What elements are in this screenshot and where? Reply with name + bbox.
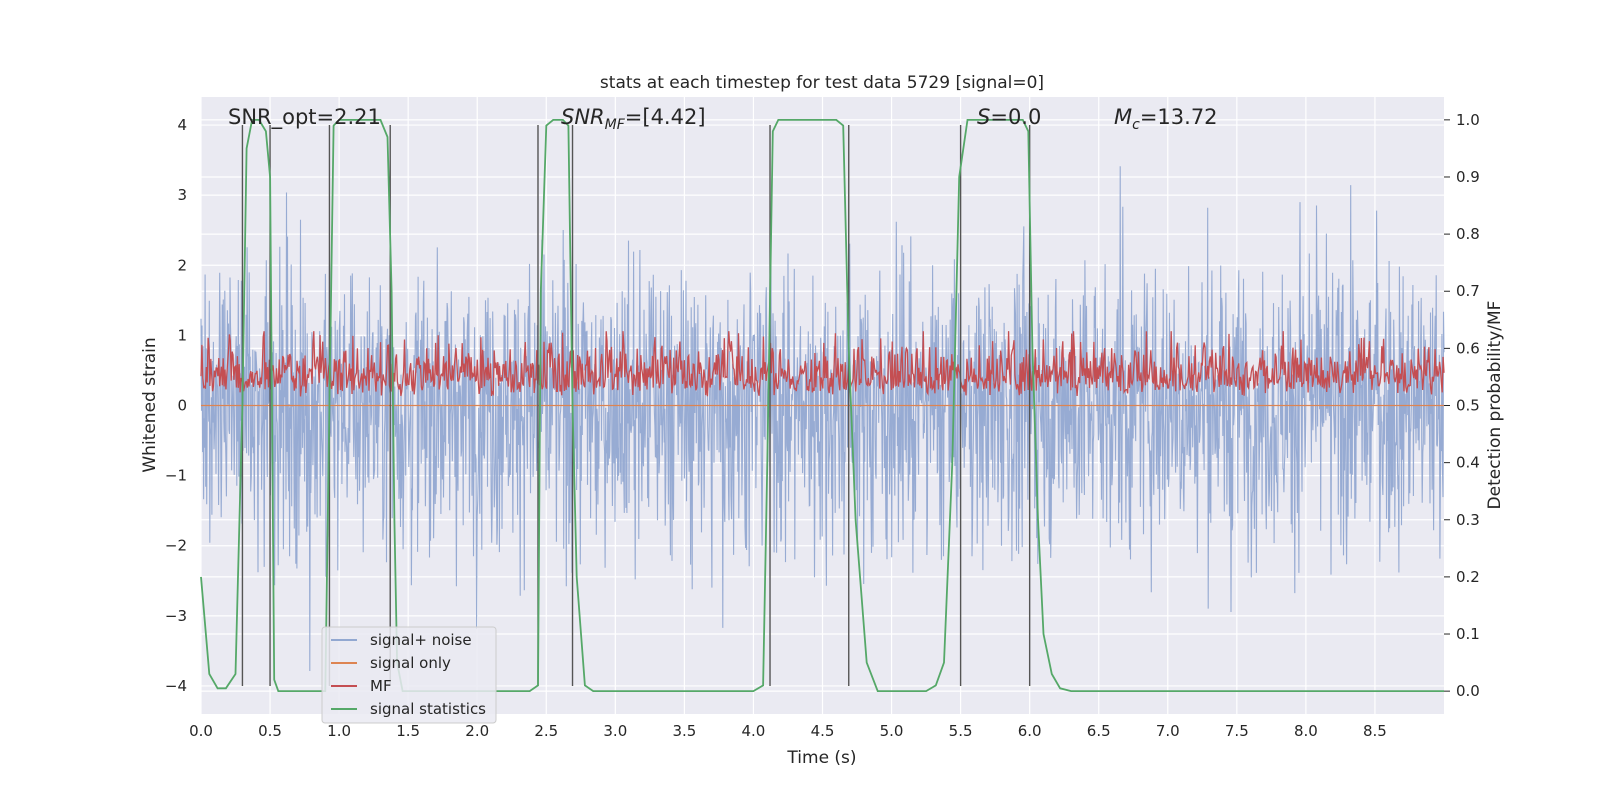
x-tick-label: 5.0 (880, 722, 904, 740)
x-tick-label: 8.0 (1294, 722, 1318, 740)
signal-statistics-series (200, 119, 1444, 692)
y-right-tick-label: 1.0 (1456, 111, 1480, 129)
chart-title: stats at each timestep for test data 572… (600, 73, 1044, 93)
x-tick-label: 5.5 (949, 722, 973, 740)
x-tick-label: 7.0 (1156, 722, 1180, 740)
x-tick-label: 4.0 (742, 722, 766, 740)
y-left-tick-label: 3 (177, 186, 187, 204)
y-left-tick-label: −2 (165, 537, 187, 555)
signal-statistics-line (200, 119, 1444, 692)
legend-label-mf: MF (370, 677, 392, 695)
annotation-snr-mf: SNRMF=[4.42] (561, 105, 706, 133)
y-right-tick-label: 0.0 (1456, 682, 1480, 700)
y-axis-right-label: Detection probability/MF (1485, 301, 1505, 510)
x-tick-label: 6.0 (1018, 722, 1042, 740)
annotation-s: S=0.0 (977, 105, 1041, 129)
mf-series (200, 331, 1445, 397)
x-tick-label: 8.5 (1363, 722, 1387, 740)
y-right-tick-label: 0.6 (1456, 339, 1480, 357)
y-left-tick-label: 0 (177, 397, 187, 415)
y-right-tick-label: 0.2 (1456, 568, 1480, 586)
x-tick-label: 2.0 (465, 722, 489, 740)
mf-line (200, 331, 1445, 397)
y-axis-left: −4 −3 −2 −1 0 1 2 3 4 (165, 116, 187, 695)
y-axis-left-label: Whitened strain (140, 337, 160, 472)
x-tick-label: 4.5 (811, 722, 835, 740)
x-axis-label: Time (s) (786, 748, 856, 768)
y-left-tick-label: 1 (177, 326, 187, 344)
y-left-tick-label: −4 (165, 677, 187, 695)
y-right-tick-label: 0.7 (1456, 282, 1480, 300)
legend-label-signal-only: signal only (370, 654, 451, 672)
annotation-mc: Mc=13.72 (1114, 105, 1218, 133)
y-left-tick-label: −1 (165, 467, 187, 485)
x-tick-label: 1.5 (396, 722, 420, 740)
y-right-tick-label: 0.1 (1456, 625, 1480, 643)
y-right-tick-label: 0.8 (1456, 225, 1480, 243)
legend: signal+ noise signal only MF signal stat… (321, 626, 497, 724)
y-left-tick-label: 4 (177, 116, 187, 134)
y-left-tick-label: 2 (177, 256, 187, 274)
x-tick-label: 3.0 (603, 722, 627, 740)
x-tick-label: 0.0 (189, 722, 213, 740)
x-tick-label: 3.5 (672, 722, 696, 740)
x-tick-label: 2.5 (534, 722, 558, 740)
x-tick-label: 7.5 (1225, 722, 1249, 740)
y-right-tick-label: 0.3 (1456, 511, 1480, 529)
legend-box (321, 626, 497, 724)
y-axis-right: 0.0 0.1 0.2 0.3 0.4 0.5 0.6 0.7 0.8 0.9 1.0 (1444, 111, 1480, 700)
x-axis: 0.0 0.5 1.0 1.5 2.0 2.5 3.0 3.5 4.0 4.5 5.0 5.5 6.0 6… (189, 722, 1387, 740)
annotation-snr-opt: SNR_opt=2.21 (228, 105, 381, 130)
x-tick-label: 1.0 (327, 722, 351, 740)
x-tick-label: 6.5 (1087, 722, 1111, 740)
legend-label-signal-statistics: signal statistics (370, 700, 486, 718)
y-right-tick-label: 0.9 (1456, 168, 1480, 186)
y-right-tick-label: 0.4 (1456, 454, 1480, 472)
y-left-tick-label: −3 (165, 607, 187, 625)
y-right-tick-label: 0.5 (1456, 397, 1480, 415)
x-tick-label: 0.5 (258, 722, 282, 740)
legend-label-signal-noise: signal+ noise (370, 631, 472, 649)
